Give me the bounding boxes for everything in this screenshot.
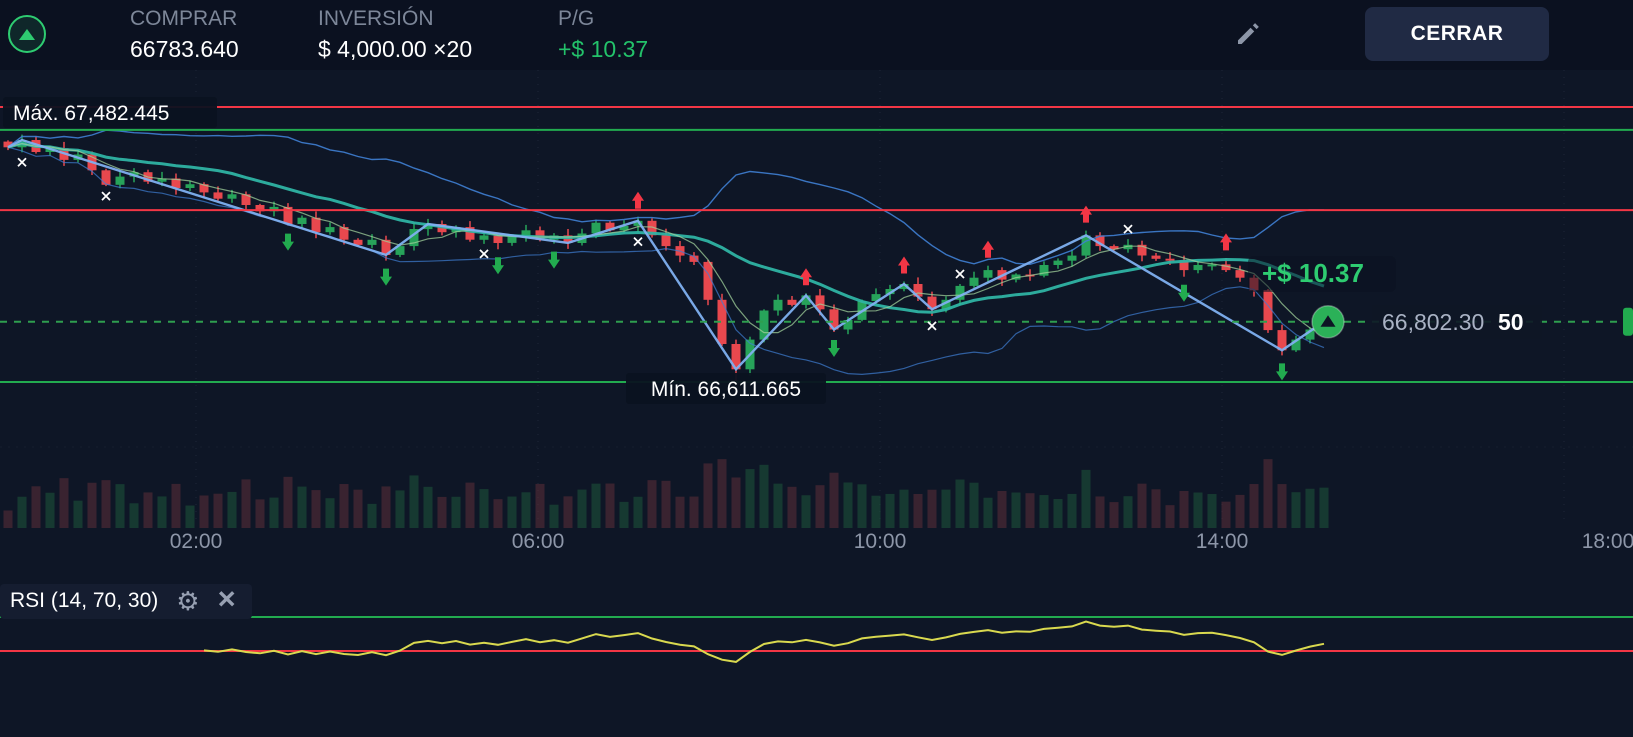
x-marker	[955, 269, 965, 279]
investment-value: $ 4,000.00 ×20	[318, 36, 473, 63]
x-marker	[1123, 224, 1133, 234]
close-position-button[interactable]: CERRAR	[1365, 7, 1549, 61]
price-chart-area[interactable]: 02:00 06:00 10:00 14:00 18:00 Máx. 67,482.445…	[0, 70, 1633, 562]
min-price-badge	[626, 373, 826, 404]
buy-arrow-icon	[1220, 233, 1232, 251]
bollinger-lower-line	[7, 146, 1325, 376]
rsi-header: RSI (14, 70, 30) ⚙ ×	[0, 581, 252, 619]
price-axis-tag	[1623, 307, 1633, 336]
marker-up-arrow-icon	[1320, 315, 1336, 327]
edit-pencil-icon[interactable]	[1233, 19, 1263, 49]
zigzag-line	[7, 138, 1325, 372]
investment-info: INVERSIÓN $ 4,000.00 ×20	[318, 6, 472, 65]
buy-arrow-icon	[632, 191, 644, 209]
buy-label: COMPRAR	[130, 7, 238, 30]
time-tick-label: 14:00	[1196, 530, 1249, 553]
ma-fast-line	[7, 142, 1325, 335]
x-marker	[101, 191, 111, 201]
rsi-indicator-panel: RSI (14, 70, 30) ⚙ ×	[0, 562, 1633, 737]
up-arrow-icon	[19, 28, 35, 40]
profit-loss-info: P/G +$ 10.37	[558, 6, 648, 65]
countdown-label: 50	[1498, 309, 1524, 335]
rsi-settings-gear-icon[interactable]: ⚙	[176, 585, 200, 616]
volume-layer	[3, 459, 1329, 528]
buy-arrow-icon	[982, 240, 994, 258]
pl-label: P/G	[558, 7, 595, 30]
svg-text:Máx. 67,482.445: Máx. 67,482.445	[13, 102, 169, 125]
rsi-close-icon[interactable]: ×	[217, 581, 236, 616]
time-tick-label: 06:00	[512, 530, 565, 553]
top-bar: COMPRAR 66783.640 INVERSIÓN $ 4,000.00 ×…	[0, 0, 1633, 70]
current-price-label: 66,802.30	[1382, 309, 1484, 335]
current-price-bg	[1372, 304, 1542, 339]
sell-arrow-icon	[1178, 284, 1190, 302]
buy-arrow-icon	[1080, 205, 1092, 223]
sell-arrow-icon	[282, 233, 294, 251]
x-marker	[927, 321, 937, 331]
investment-label: INVERSIÓN	[318, 7, 434, 30]
max-price-badge	[3, 97, 217, 128]
x-marker	[479, 249, 489, 259]
time-tick-label: 18:00	[1582, 530, 1633, 553]
ma-mid-line	[7, 142, 1325, 314]
bollinger-upper-line	[7, 129, 1325, 266]
candlestick-chart[interactable]: 02:00 06:00 10:00 14:00 18:00 Máx. 67,482.445…	[0, 70, 1633, 562]
sell-arrow-icon	[492, 257, 504, 275]
sell-arrow-icon	[380, 268, 392, 286]
buy-arrow-icon	[898, 256, 910, 274]
x-marker	[633, 236, 643, 247]
candles-layer	[3, 134, 1329, 382]
profit-badge-bg	[1248, 256, 1396, 292]
signal-arrows	[282, 191, 1288, 381]
gridlines	[0, 70, 1633, 525]
floating-profit-label: +$ 10.37	[1262, 258, 1364, 288]
buy-info: COMPRAR 66783.640	[130, 6, 239, 65]
time-tick-label: 10:00	[854, 530, 907, 553]
time-tick-label: 02:00	[170, 530, 223, 553]
sell-arrow-icon	[1276, 363, 1288, 381]
rsi-label: RSI (14, 70, 30)	[10, 588, 159, 612]
position-direction-up-icon	[8, 15, 46, 53]
buy-value: 66783.640	[130, 36, 239, 63]
rsi-line	[203, 620, 1325, 663]
buy-arrow-icon	[800, 268, 812, 286]
rsi-chart[interactable]	[0, 562, 1633, 737]
sell-arrow-icon	[548, 251, 560, 269]
pl-value: +$ 10.37	[558, 36, 649, 63]
svg-text:Mín. 66,611.665: Mín. 66,611.665	[651, 378, 801, 401]
x-marker	[17, 157, 27, 167]
sell-arrow-icon	[828, 340, 840, 357]
